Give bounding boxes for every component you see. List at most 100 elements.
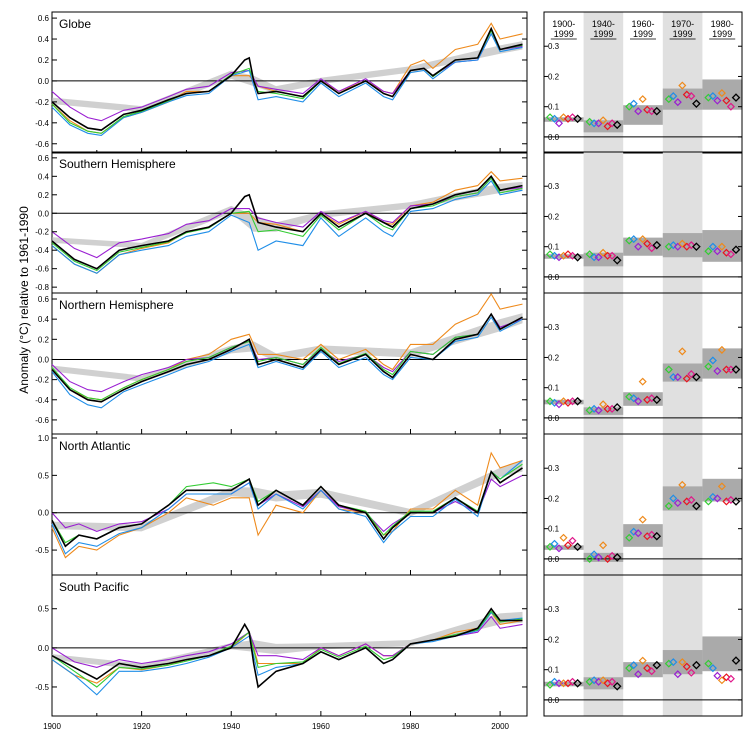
y-tick-label: 0.0 [38, 77, 50, 86]
trend-marker-purple [634, 397, 643, 406]
trend-marker-red [643, 105, 652, 114]
trend-marker-blue [708, 242, 717, 251]
trend-marker-orange [599, 116, 608, 125]
trend-marker-green [664, 501, 673, 511]
trend-panel: 0.0 0.1 0.2 0.3 [543, 574, 743, 717]
y-tick-label: -0.4 [35, 396, 49, 405]
trend-marker-purple [594, 253, 603, 262]
period-label: 1940- [592, 19, 615, 29]
trend-marker-black [692, 660, 701, 670]
trend-marker-orange [717, 676, 726, 685]
period-label: 1900- [552, 19, 575, 29]
trend-marker-purple [594, 553, 603, 562]
trend-y-tick-label: 0.3 [548, 464, 560, 473]
trend-marker-green [625, 533, 634, 542]
trend-y-tick-label: 0.3 [548, 42, 560, 51]
trend-marker-black [731, 93, 741, 102]
trend-y-tick-label: 0.0 [548, 555, 560, 564]
period-label: 1999 [633, 29, 653, 39]
y-tick-label: 0.4 [38, 35, 50, 44]
trend-marker-red [603, 122, 612, 131]
trend-marker-magenta [726, 102, 735, 111]
panel-frame [51, 574, 528, 717]
series-line-green [51, 610, 523, 688]
trend-marker-purple [554, 544, 564, 553]
trend-range-box [623, 237, 663, 256]
trend-marker-green [704, 362, 713, 371]
y-tick-label: 1.0 [38, 434, 50, 443]
series-line-purple [51, 32, 523, 122]
trend-marker-purple [634, 242, 643, 251]
trend-y-tick-label: 0.0 [548, 133, 560, 142]
trend-y-tick-label: 0.2 [548, 635, 560, 644]
series-line-blue [51, 459, 523, 555]
trend-y-tick-label: 0.1 [548, 384, 560, 393]
series-line-orange [51, 451, 523, 559]
trend-range-box [702, 230, 742, 262]
trend-y-tick-label: 0.0 [548, 414, 560, 423]
trend-y-tick-label: 0.2 [548, 353, 560, 362]
trend-marker-black [573, 252, 582, 262]
y-tick-label: 0.5 [38, 471, 50, 480]
trend-marker-green [545, 250, 555, 259]
trend-range-box [583, 120, 624, 133]
y-tick-label: 0.0 [38, 644, 50, 653]
trend-marker-magenta [647, 244, 656, 253]
y-tick-label: -0.8 [35, 283, 49, 292]
period-label: 1960- [631, 19, 654, 29]
trend-marker-orange [638, 377, 647, 386]
trend-marker-red [603, 554, 612, 563]
trend-marker-black [692, 99, 701, 108]
trend-marker-magenta [608, 551, 617, 560]
trend-marker-black [731, 656, 741, 665]
trend-marker-magenta [568, 536, 577, 545]
trend-marker-orange [678, 658, 687, 667]
trend-marker-black [573, 114, 582, 124]
series-line-blue [51, 611, 523, 696]
trend-range-box [662, 233, 703, 258]
x-tick-label: 1940 [222, 722, 240, 731]
trend-marker-green [625, 102, 634, 111]
period-shade [662, 575, 703, 716]
x-tick-label: 1980 [402, 722, 420, 731]
trend-marker-blue [550, 539, 559, 548]
trend-y-tick-label: 0.3 [548, 323, 560, 332]
period-label: 1980- [711, 19, 734, 29]
trend-marker-orange [559, 533, 568, 542]
trend-marker-blue [708, 356, 717, 365]
trend-marker-purple [634, 107, 643, 116]
trend-marker-purple [713, 671, 722, 680]
y-tick-label: 0.2 [38, 335, 50, 344]
y-tick-label: 0.6 [38, 295, 50, 304]
trend-marker-purple [594, 406, 603, 415]
trend-marker-green [585, 117, 594, 126]
trend-range-box [702, 478, 742, 502]
trend-marker-blue [590, 404, 599, 413]
trend-marker-green [545, 680, 555, 689]
trend-range-box [662, 486, 703, 511]
trend-marker-blue [590, 550, 599, 559]
trend-marker-purple [673, 670, 682, 679]
trend-y-tick-label: 0.1 [548, 525, 560, 534]
trend-marker-red [682, 662, 691, 671]
trend-marker-magenta [568, 677, 577, 686]
trend-marker-red [682, 374, 691, 383]
y-tick-label: 0.2 [38, 191, 50, 200]
trend-marker-orange [599, 676, 608, 685]
trend-marker-blue [629, 235, 638, 244]
trend-marker-purple [713, 96, 722, 105]
series-line-green [51, 177, 523, 272]
trend-marker-blue [669, 494, 678, 503]
trend-range-box [544, 681, 584, 687]
trend-marker-black [692, 242, 701, 252]
trend-marker-blue [708, 492, 717, 501]
trend-marker-magenta [568, 113, 577, 122]
trend-marker-black [573, 542, 582, 552]
trend-y-tick-label: 0.1 [548, 243, 560, 252]
trend-marker-orange [717, 482, 726, 491]
trend-marker-purple [713, 367, 722, 376]
trend-marker-purple [634, 670, 643, 679]
trend-y-tick-label: 0.1 [548, 666, 560, 675]
trend-range-box [583, 552, 624, 562]
trend-marker-orange [599, 248, 608, 257]
